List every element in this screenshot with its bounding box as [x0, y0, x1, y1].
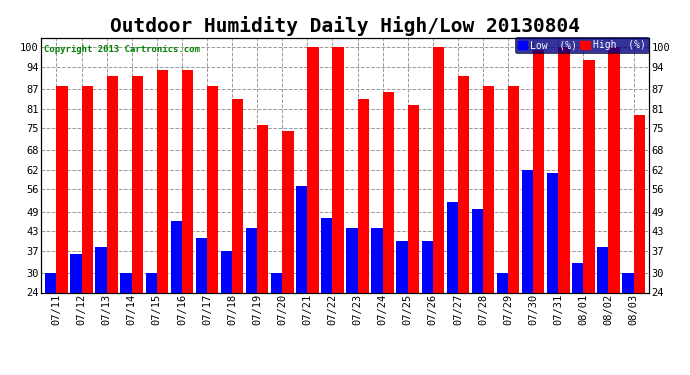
Bar [121, 273, 132, 292]
Bar [107, 76, 118, 292]
Bar [271, 273, 282, 292]
Bar [182, 70, 193, 292]
Bar [558, 47, 569, 292]
Legend: Low  (%), High  (%): Low (%), High (%) [515, 38, 649, 53]
Bar [170, 222, 182, 292]
Bar [522, 170, 533, 292]
Bar [547, 173, 558, 292]
Bar [196, 238, 207, 292]
Bar [296, 186, 307, 292]
Bar [246, 228, 257, 292]
Bar [95, 247, 107, 292]
Bar [81, 86, 93, 292]
Bar [232, 99, 244, 292]
Bar [157, 70, 168, 292]
Bar [609, 47, 620, 292]
Bar [346, 228, 357, 292]
Bar [533, 50, 544, 292]
Bar [371, 228, 383, 292]
Bar [508, 86, 520, 292]
Bar [622, 273, 633, 292]
Bar [257, 124, 268, 292]
Bar [483, 86, 494, 292]
Bar [458, 76, 469, 292]
Bar [146, 273, 157, 292]
Bar [221, 251, 232, 292]
Bar [321, 218, 333, 292]
Bar [45, 273, 57, 292]
Bar [333, 47, 344, 292]
Bar [433, 47, 444, 292]
Bar [408, 105, 419, 292]
Text: Copyright 2013 Cartronics.com: Copyright 2013 Cartronics.com [44, 45, 200, 54]
Bar [207, 86, 218, 292]
Bar [57, 86, 68, 292]
Bar [282, 131, 293, 292]
Bar [383, 92, 394, 292]
Title: Outdoor Humidity Daily High/Low 20130804: Outdoor Humidity Daily High/Low 20130804 [110, 16, 580, 36]
Bar [132, 76, 143, 292]
Bar [446, 202, 458, 292]
Bar [497, 273, 508, 292]
Bar [307, 47, 319, 292]
Bar [472, 209, 483, 292]
Bar [572, 264, 583, 292]
Bar [633, 115, 645, 292]
Bar [597, 247, 609, 292]
Bar [70, 254, 81, 292]
Bar [397, 241, 408, 292]
Bar [583, 60, 595, 292]
Bar [357, 99, 369, 292]
Bar [422, 241, 433, 292]
